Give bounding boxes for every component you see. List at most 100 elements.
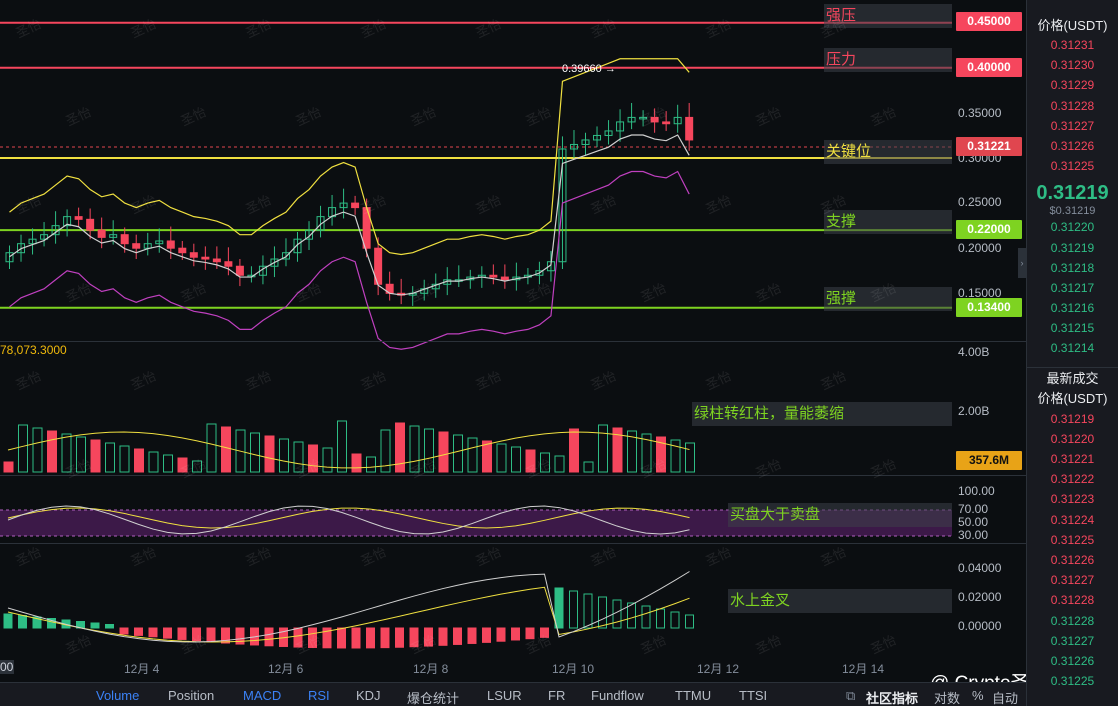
ask-row[interactable]: 0.31229 [1050, 78, 1095, 93]
level-tag-resistance[interactable]: 0.40000 [956, 58, 1022, 77]
bid-row[interactable]: 0.31215 [1050, 321, 1095, 336]
annotation-volume[interactable]: 绿柱转红柱，量能萎缩 [692, 402, 952, 426]
chart-area[interactable]: 78,073.3000 0.35000 0.30000 0.25000 0.20… [0, 0, 1026, 682]
volume-bar [293, 441, 304, 473]
bid-row[interactable]: 0.31217 [1050, 280, 1095, 295]
macd-histogram-bar [685, 614, 694, 629]
volume-bar [641, 433, 652, 473]
percent-scale-toggle[interactable]: % [972, 688, 984, 703]
level-label-key[interactable]: 关键位 [824, 140, 952, 164]
trade-row: 0.31222 [1050, 472, 1095, 487]
tab-macd[interactable]: MACD [243, 688, 282, 703]
orderbook-header: 价格(USDT) [1037, 18, 1108, 33]
volume-bar [105, 442, 115, 473]
collapse-panel-handle[interactable]: › [1018, 248, 1026, 278]
macd-tick: 0.04000 [958, 561, 1002, 575]
ask-row[interactable]: 0.31225 [1050, 159, 1095, 174]
macd-histogram-bar [3, 613, 13, 629]
pane-divider-rsi-macd[interactable] [0, 543, 1026, 544]
tab-lsur[interactable]: LSUR [487, 688, 522, 703]
bid-row[interactable]: 0.31218 [1050, 260, 1095, 275]
macd-histogram-bar [351, 627, 361, 649]
log-scale-toggle[interactable]: 对数 [934, 691, 961, 706]
bid-row[interactable]: 0.31216 [1050, 301, 1095, 316]
community-indicator-button[interactable]: 社区指标 [866, 691, 919, 706]
candle-body [132, 243, 141, 249]
ask-row[interactable]: 0.31227 [1050, 118, 1095, 133]
annotation-macd[interactable]: 水上金叉 [728, 589, 952, 613]
macd-histogram-bar [366, 627, 375, 649]
ask-row[interactable]: 0.31231 [1050, 38, 1095, 52]
tab-kdj[interactable]: KDJ [356, 688, 381, 703]
tab-position[interactable]: Position [168, 688, 215, 703]
level-tag-support[interactable]: 0.22000 [956, 220, 1022, 239]
candle-body [650, 116, 659, 123]
bid-row[interactable]: 0.31219 [1050, 240, 1095, 255]
volume-bar [583, 461, 594, 473]
last-price-usd: $0.31219 [1049, 205, 1096, 218]
indicator-tab-bar[interactable]: Volume Position MACD RSI KDJ 爆仓统计 LSUR F… [0, 682, 1026, 706]
level-label-strong-resistance[interactable]: 强压 [824, 4, 952, 28]
tab-liquidation[interactable]: 爆仓统计 [407, 691, 460, 706]
ask-row[interactable]: 0.31226 [1050, 138, 1095, 153]
annotation-rsi[interactable]: 买盘大于卖盘 [728, 503, 952, 527]
macd-dea-line [7, 586, 690, 643]
level-label-resistance[interactable]: 压力 [824, 48, 952, 72]
volume-bar [206, 423, 217, 473]
candle-body [40, 234, 49, 240]
macd-histogram-bar [395, 627, 404, 648]
x-axis-label: 12月 14 [842, 662, 885, 676]
candle-body [212, 258, 221, 263]
level-tag-current-price[interactable]: 0.31221 [956, 137, 1022, 156]
volume-bar [598, 424, 608, 473]
volume-bar [366, 456, 376, 473]
volume-tick: 4.00B [958, 345, 990, 359]
volume-bar [612, 427, 623, 473]
price-axis[interactable]: 0.35000 0.30000 0.25000 0.20000 0.15000 … [952, 0, 1026, 682]
volume-bar [670, 439, 681, 473]
ask-row[interactable]: 0.31228 [1050, 98, 1095, 113]
candle-body [235, 265, 244, 276]
candlestick-chart-canvas[interactable] [0, 0, 952, 682]
bid-row[interactable]: 0.31220 [1050, 220, 1095, 235]
candle-body [166, 240, 175, 249]
level-label-support[interactable]: 支撑 [824, 210, 952, 234]
candle-body [28, 238, 37, 245]
last-price: 0.31219 [1036, 182, 1109, 205]
tab-rsi[interactable]: RSI [308, 688, 330, 703]
volume-bar [395, 422, 405, 473]
pane-divider-price-volume[interactable] [0, 341, 1026, 342]
level-tag-strong-support[interactable]: 0.13400 [956, 298, 1022, 317]
tab-fundflow[interactable]: Fundflow [591, 688, 644, 703]
volume-bar [134, 448, 144, 473]
tab-ttsi[interactable]: TTSI [739, 688, 768, 703]
bid-row[interactable]: 0.31214 [1050, 341, 1095, 356]
volume-bar [177, 457, 188, 473]
candle-body [489, 274, 498, 278]
tab-ttmu[interactable]: TTMU [675, 688, 712, 703]
auto-scale-toggle[interactable]: 自动 [992, 691, 1019, 706]
level-label-strong-support[interactable]: 强撑 [824, 287, 952, 311]
level-tag-strong-resistance[interactable]: 0.45000 [956, 12, 1022, 31]
macd-histogram-bar [177, 627, 187, 640]
recent-trades-header: 价格(USDT) [1037, 390, 1108, 406]
trade-row: 0.31219 [1050, 411, 1095, 426]
pane-divider-volume-rsi[interactable] [0, 475, 1026, 476]
x-axis-label: 12月 6 [268, 662, 304, 676]
recent-trades-title[interactable]: 最新成交 [1027, 366, 1118, 389]
macd-histogram-bar [409, 627, 419, 648]
volume-bar [656, 436, 666, 473]
volume-bar [482, 440, 492, 473]
candle-body [639, 116, 648, 120]
macd-histogram-bar [337, 627, 346, 649]
candle-body [685, 116, 694, 141]
community-indicator-icon[interactable]: ⧉ [846, 688, 856, 703]
ask-row[interactable]: 0.31230 [1050, 58, 1095, 73]
volume-bar [264, 435, 275, 473]
orderbook-panel[interactable]: 价格(USDT) 0.31231 0.31230 0.31229 0.31228 0.3… [1026, 0, 1118, 706]
tab-fr[interactable]: FR [548, 688, 566, 703]
candle-body [305, 229, 314, 240]
candle-body [662, 121, 671, 125]
tab-volume[interactable]: Volume [96, 688, 140, 703]
trade-row: 0.31224 [1050, 512, 1095, 527]
